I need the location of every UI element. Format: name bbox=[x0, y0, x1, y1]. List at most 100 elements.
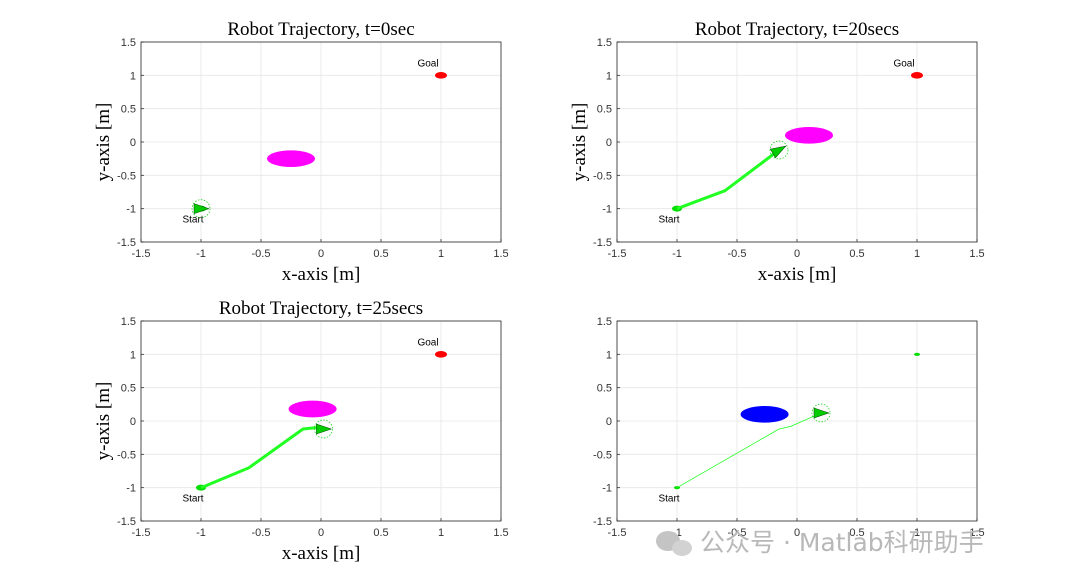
x-tick-label: 0.5 bbox=[373, 248, 388, 260]
trajectory-path bbox=[676, 412, 822, 489]
y-tick-label: -1 bbox=[126, 483, 136, 495]
chart-panel-2: -1.5 -1 -0.5 0 0.5 1 1.5 -1.5 -1 -0.5 0 0.5 1 1.5 Robo… bbox=[569, 19, 985, 285]
x-tick-label: 0 bbox=[318, 527, 324, 539]
obstacle bbox=[288, 400, 337, 418]
chart-title: Robot Trajectory, t=25secs bbox=[219, 298, 423, 319]
robot-footprint bbox=[191, 199, 211, 219]
robot-marker bbox=[193, 203, 210, 215]
goal-label: Goal bbox=[893, 58, 914, 69]
y-tick-label: 0 bbox=[606, 416, 612, 428]
y-tick-label: 1.5 bbox=[121, 37, 136, 49]
start-label: Start bbox=[658, 215, 679, 226]
x-tick-label: -1.5 bbox=[608, 248, 627, 260]
y-tick-label: -0.5 bbox=[117, 449, 136, 461]
x-tick-label: 1.5 bbox=[969, 527, 984, 539]
x-tick-label: 1.5 bbox=[493, 248, 508, 260]
x-tick-label: 0.5 bbox=[849, 248, 864, 260]
watermark-text: 公众号 · Matlab科研助手 bbox=[700, 528, 984, 557]
obstacle bbox=[785, 126, 833, 144]
y-tick-label: 0 bbox=[606, 137, 612, 149]
goal-label: Goal bbox=[417, 58, 438, 69]
chart-title: Robot Trajectory, t=0sec bbox=[227, 19, 414, 40]
y-axis-label: y-axis [m] bbox=[93, 103, 114, 182]
y-tick-label: -0.5 bbox=[593, 449, 612, 461]
x-tick-label: 1.5 bbox=[969, 248, 984, 260]
x-tick-label: 1 bbox=[914, 248, 920, 260]
goal-marker bbox=[911, 72, 923, 79]
x-axis-label: x-axis [m] bbox=[282, 543, 361, 564]
y-tick-label: 0 bbox=[130, 416, 136, 428]
start-label: Start bbox=[182, 494, 203, 505]
plot-frame bbox=[616, 320, 978, 522]
x-tick-label: -1 bbox=[196, 527, 206, 539]
y-tick-label: 1 bbox=[606, 349, 612, 361]
y-tick-label: -1 bbox=[126, 204, 136, 216]
y-tick-label: 1 bbox=[130, 70, 136, 82]
x-tick-label: 1 bbox=[438, 527, 444, 539]
plot-frame bbox=[140, 320, 502, 522]
x-tick-label: -0.5 bbox=[728, 527, 747, 539]
y-tick-label: 1.5 bbox=[597, 316, 612, 328]
y-tick-label: -1.5 bbox=[593, 237, 612, 249]
obstacle bbox=[740, 406, 789, 423]
chart-panel-3: -1.5 -1 -0.5 0 0.5 1 1.5 -1.5 -1 -0.5 0 0.5 1 1.5 Robo… bbox=[93, 298, 509, 564]
y-tick-label: -1 bbox=[602, 483, 612, 495]
x-tick-label: -1.5 bbox=[608, 527, 627, 539]
y-tick-label: 1 bbox=[606, 70, 612, 82]
robot-footprint bbox=[811, 403, 831, 423]
y-tick-label: -1.5 bbox=[117, 237, 136, 249]
x-tick-label: 0.5 bbox=[373, 527, 388, 539]
start-label: Start bbox=[182, 215, 203, 226]
x-tick-label: 0.5 bbox=[849, 527, 864, 539]
plot-frame bbox=[616, 41, 978, 243]
y-tick-label: -0.5 bbox=[117, 170, 136, 182]
start-label: Start bbox=[658, 494, 679, 505]
x-tick-label: -1.5 bbox=[132, 248, 151, 260]
y-tick-label: 0.5 bbox=[597, 383, 612, 395]
x-tick-label: -0.5 bbox=[252, 248, 271, 260]
y-tick-label: 1 bbox=[130, 349, 136, 361]
chart-panel-1: -1.5 -1 -0.5 0 0.5 1 1.5 -1.5 -1 -0.5 0 0.5 1 1.5 Robo… bbox=[93, 19, 509, 285]
x-tick-label: 0 bbox=[794, 527, 800, 539]
y-axis-label: y-axis [m] bbox=[569, 103, 590, 182]
y-tick-label: -1.5 bbox=[593, 516, 612, 528]
y-tick-label: 0.5 bbox=[597, 104, 612, 116]
y-tick-label: 1.5 bbox=[597, 37, 612, 49]
obstacle bbox=[267, 150, 315, 168]
x-tick-label: -1 bbox=[672, 248, 682, 260]
goal-marker bbox=[435, 72, 447, 79]
y-tick-label: -1 bbox=[602, 204, 612, 216]
plot-frame bbox=[140, 41, 502, 243]
robot-footprint bbox=[769, 140, 789, 160]
y-tick-label: -1.5 bbox=[117, 516, 136, 528]
chart-title: Robot Trajectory, t=20secs bbox=[695, 19, 899, 40]
x-tick-label: 1.5 bbox=[493, 527, 508, 539]
x-tick-label: -0.5 bbox=[728, 248, 747, 260]
x-tick-label: -1.5 bbox=[132, 527, 151, 539]
x-tick-label: -1 bbox=[672, 527, 682, 539]
chart-panel-4: -1.5 -1 -0.5 0 0.5 1 1.5 -1.5 -1 -0.5 0 0.5 1 1.5 Star… bbox=[593, 316, 985, 539]
robot-marker bbox=[813, 407, 830, 419]
x-tick-label: -0.5 bbox=[252, 527, 271, 539]
y-tick-label: 0 bbox=[130, 137, 136, 149]
robot-marker bbox=[316, 423, 333, 435]
y-tick-label: 0.5 bbox=[121, 383, 136, 395]
trajectory-path bbox=[676, 148, 780, 211]
y-tick-label: -0.5 bbox=[593, 170, 612, 182]
x-tick-label: 0 bbox=[794, 248, 800, 260]
watermark: 公众号 · Matlab科研助手 bbox=[656, 528, 984, 557]
y-axis-label: y-axis [m] bbox=[93, 382, 114, 461]
wechat-icon-bubble bbox=[672, 540, 692, 556]
robot-footprint bbox=[314, 419, 333, 439]
x-tick-label: -1 bbox=[196, 248, 206, 260]
goal-marker bbox=[435, 351, 447, 358]
goal-label: Goal bbox=[417, 337, 438, 348]
goal-marker bbox=[914, 352, 920, 356]
x-axis-label: x-axis [m] bbox=[758, 264, 837, 285]
x-axis-label: x-axis [m] bbox=[282, 264, 361, 285]
y-tick-label: 0.5 bbox=[121, 104, 136, 116]
x-tick-label: 0 bbox=[318, 248, 324, 260]
x-tick-label: 1 bbox=[914, 527, 920, 539]
robot-marker bbox=[770, 145, 787, 159]
